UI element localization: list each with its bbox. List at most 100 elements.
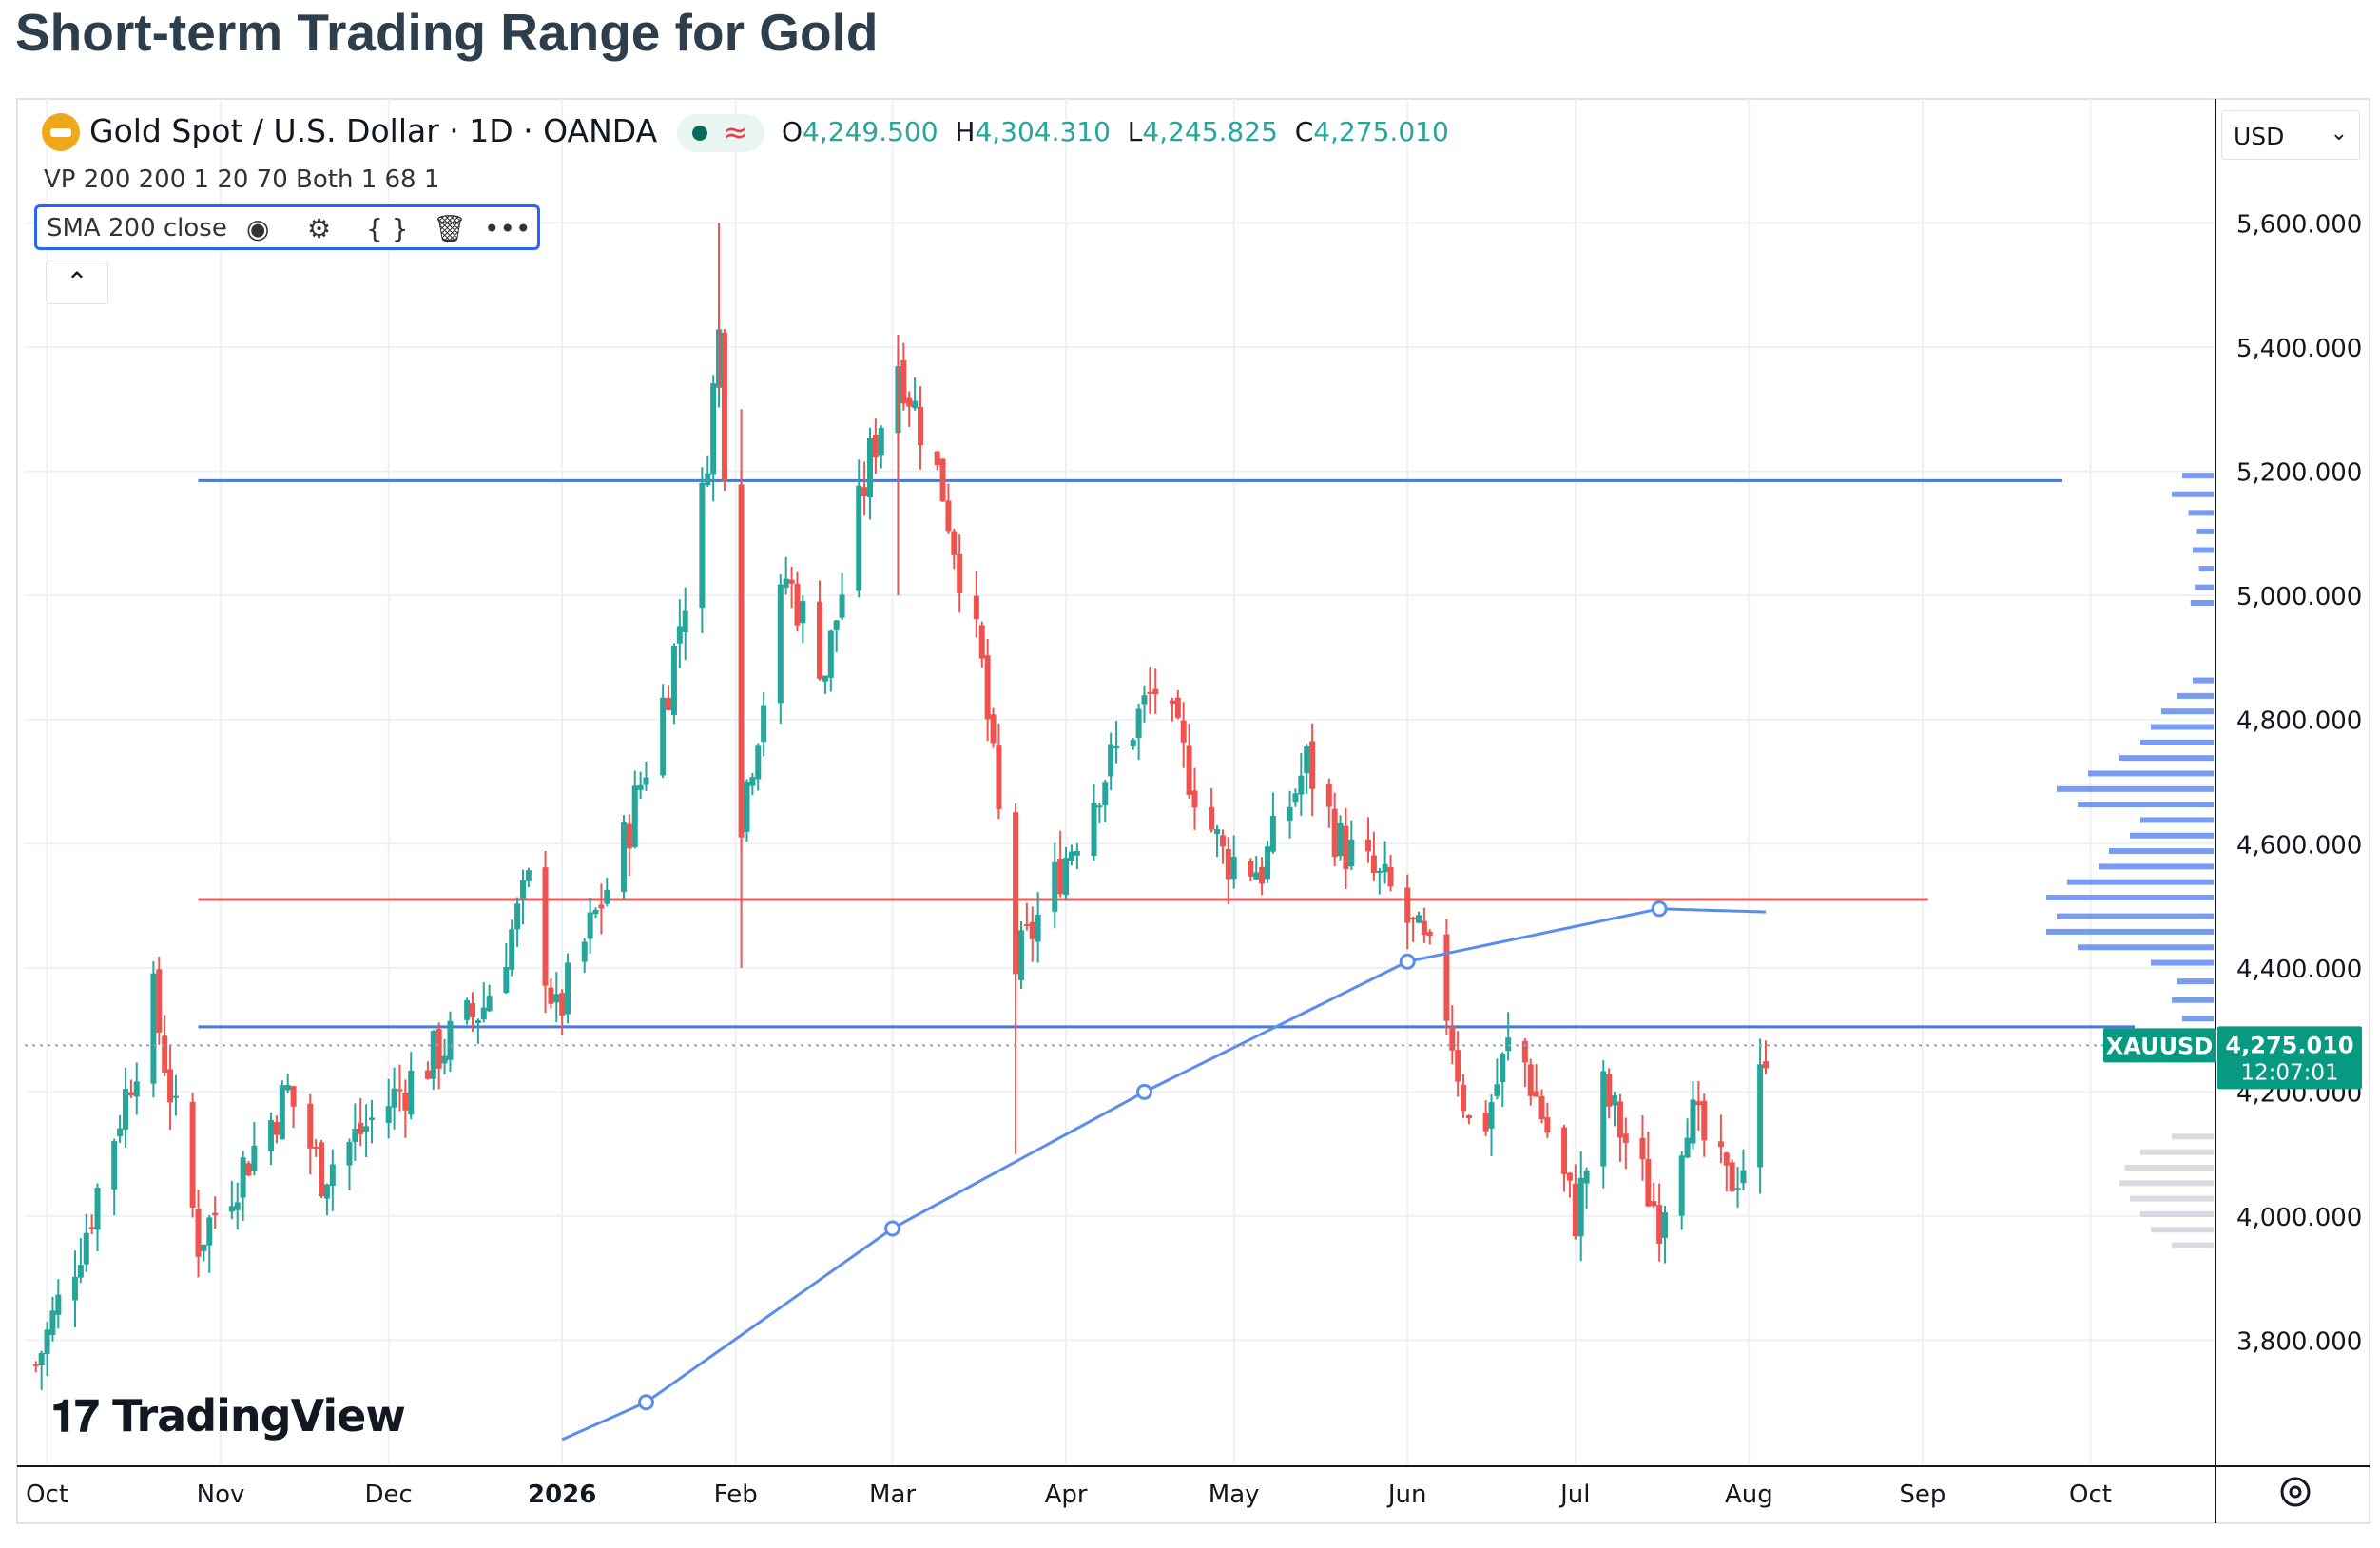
candle-body xyxy=(856,485,862,591)
ohlc-close-key: C xyxy=(1294,116,1314,147)
candle-body xyxy=(408,1070,415,1115)
candle-body xyxy=(1577,1177,1584,1237)
vp-bin xyxy=(2182,473,2214,479)
vp-bin xyxy=(2172,1133,2214,1140)
candle-body xyxy=(1376,870,1383,873)
candle-body xyxy=(1651,1201,1657,1207)
candle-body xyxy=(565,962,571,1015)
candle-body xyxy=(637,784,644,790)
candle-body xyxy=(234,1202,241,1210)
sma-legend-label: SMA 200 close xyxy=(47,214,227,242)
candle-body xyxy=(800,601,806,624)
candle-body xyxy=(391,1088,397,1108)
currency-select[interactable]: USD ⌄ xyxy=(2221,110,2360,160)
candle-body xyxy=(945,500,952,532)
candle-body xyxy=(1527,1064,1534,1096)
candle-body xyxy=(1130,740,1136,747)
candle-body xyxy=(1544,1116,1551,1133)
candle-body xyxy=(1343,825,1349,870)
vp-bin xyxy=(2119,1180,2214,1187)
ohlc-high-value: 4,304.310 xyxy=(975,116,1111,147)
candle-body xyxy=(1141,695,1148,705)
candle-body xyxy=(1734,1188,1741,1190)
candle-body xyxy=(1337,822,1344,857)
market-status-pill[interactable]: ≈ xyxy=(677,114,764,152)
vp-bin xyxy=(2177,978,2214,985)
candle-body xyxy=(1091,803,1097,857)
candle-body xyxy=(486,996,493,1012)
sma-legend-item[interactable]: SMA 200 close ◉ ⚙ { } 🗑 ••• xyxy=(34,204,540,250)
candle-body xyxy=(514,903,521,930)
candle-body xyxy=(1622,1133,1629,1143)
candle-body xyxy=(430,1031,436,1079)
candle-body xyxy=(77,1265,84,1278)
sma-line[interactable] xyxy=(561,900,1767,1442)
candle-body xyxy=(1248,861,1254,877)
candle-body xyxy=(1443,934,1450,1021)
vp-bin xyxy=(2195,584,2214,590)
sma-handle xyxy=(884,1220,901,1237)
y-tick-label: 5,000.000 xyxy=(2236,583,2362,611)
candle-body xyxy=(1404,887,1411,923)
tradingview-mark-icon: 𝟏𝟕 xyxy=(51,1390,113,1442)
candle-body xyxy=(761,705,767,743)
candle-body xyxy=(1415,915,1422,923)
sma-handle xyxy=(638,1394,655,1411)
candle-body xyxy=(1035,914,1041,942)
x-tick-label: Feb xyxy=(714,1480,758,1509)
candle-body xyxy=(1096,805,1103,808)
symbol-tag-text: XAUUSD xyxy=(2106,1033,2214,1059)
ohlc-high-key: H xyxy=(955,116,976,147)
collapse-legend-button[interactable]: ⌃ xyxy=(46,261,108,304)
candle-body xyxy=(1639,1137,1646,1160)
vp-bin xyxy=(2130,1195,2214,1202)
candle-body xyxy=(1612,1095,1618,1106)
settings-gear-icon[interactable]: ⚙ xyxy=(307,213,332,244)
x-tick-label: Nov xyxy=(197,1480,245,1509)
candle-body xyxy=(822,675,828,682)
vp-bin xyxy=(2198,566,2214,572)
y-tick-label: 4,800.000 xyxy=(2236,707,2362,736)
more-dots-icon[interactable]: ••• xyxy=(484,213,532,244)
candle-body xyxy=(1461,1084,1467,1112)
candle-body xyxy=(1108,744,1114,777)
candle-body xyxy=(705,473,711,486)
volume-profile-legend[interactable]: VP 200 200 1 20 70 Both 1 68 1 xyxy=(44,165,440,194)
candle-body xyxy=(1717,1141,1724,1148)
candle-body xyxy=(872,435,879,458)
chart-settings-icon[interactable] xyxy=(2278,1475,2312,1509)
candle-body xyxy=(251,1145,258,1172)
candle-body xyxy=(290,1086,297,1107)
gold-coin-icon xyxy=(42,113,80,151)
source-code-icon[interactable]: { } xyxy=(366,213,409,244)
candle-body xyxy=(346,1141,353,1166)
tradingview-logo[interactable]: 𝟏𝟕 TradingView xyxy=(51,1390,406,1443)
legend-symbol[interactable]: Gold Spot / U.S. Dollar · 1D · OANDA xyxy=(89,112,658,149)
legend-ohlc: O4,249.500 H4,304.310 L4,245.825 C4,275.… xyxy=(782,116,1449,147)
vp-bin xyxy=(2190,599,2214,606)
candle-body xyxy=(559,993,566,1016)
candle-body xyxy=(1701,1100,1708,1141)
candle-body xyxy=(1561,1127,1568,1174)
candle-body xyxy=(1174,697,1181,718)
x-tick-label: May xyxy=(1209,1480,1260,1509)
ohlc-open-value: 4,249.500 xyxy=(803,116,938,147)
candle-body xyxy=(939,458,946,502)
candle-body xyxy=(861,487,868,496)
candle-body xyxy=(111,1141,118,1190)
candle-body xyxy=(1494,1084,1500,1096)
candle-body xyxy=(817,601,823,679)
candle-body xyxy=(1505,1037,1512,1052)
eye-icon[interactable]: ◉ xyxy=(246,213,270,244)
candle-body xyxy=(1298,775,1305,795)
candle-body xyxy=(827,630,834,678)
trash-icon[interactable]: 🗑 xyxy=(433,213,467,244)
candle-body xyxy=(598,904,605,909)
horizontal-levels[interactable] xyxy=(198,478,2135,1029)
x-tick-label: Apr xyxy=(1045,1480,1088,1509)
vp-bin xyxy=(2172,491,2214,497)
candle-body xyxy=(447,1020,454,1060)
vp-bin xyxy=(2151,1227,2214,1233)
sma-handle xyxy=(1651,900,1668,918)
candle-body xyxy=(268,1120,275,1151)
